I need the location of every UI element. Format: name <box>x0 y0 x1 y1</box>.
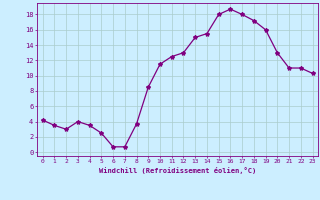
X-axis label: Windchill (Refroidissement éolien,°C): Windchill (Refroidissement éolien,°C) <box>99 167 256 174</box>
